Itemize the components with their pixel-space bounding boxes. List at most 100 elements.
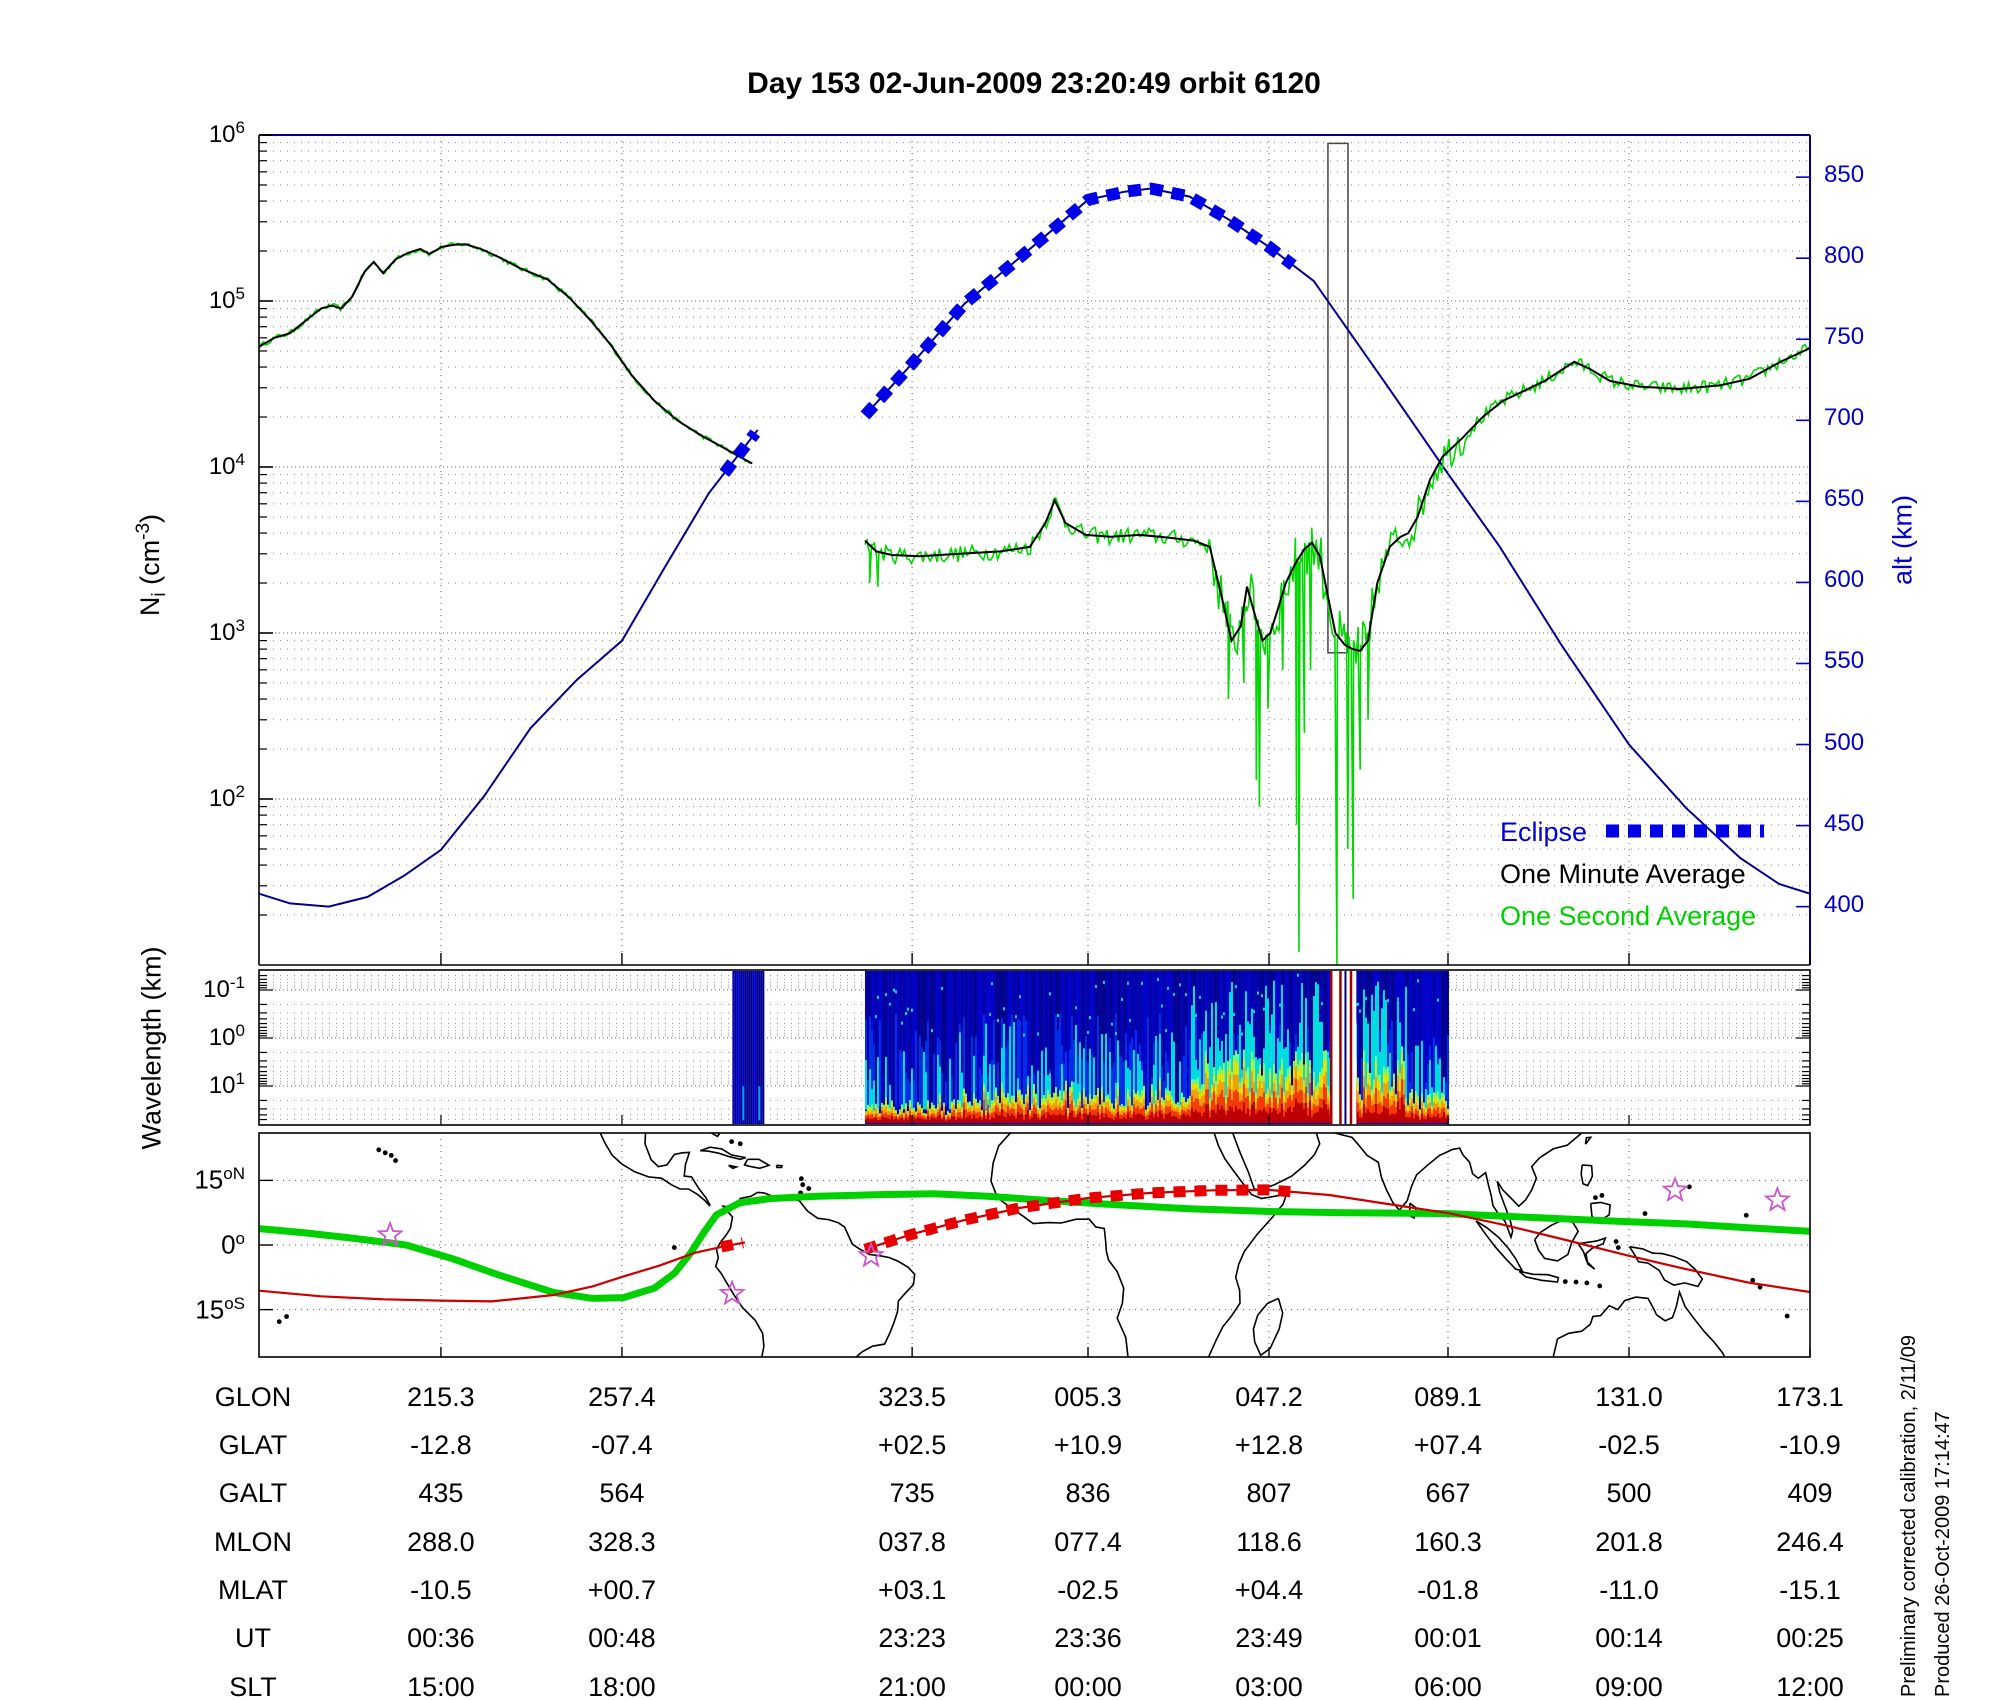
table-cell: 23:23 <box>878 1623 946 1653</box>
table-cell: -01.8 <box>1417 1575 1479 1605</box>
table-cell: +00.7 <box>587 1575 657 1605</box>
table-cell: +03.1 <box>877 1575 947 1605</box>
table-cell: 15:00 <box>407 1672 475 1700</box>
wavelength-axis-tick: 101 <box>208 1069 245 1099</box>
calibration-note: Preliminary corrected calibration, 2/11/… <box>1898 1334 1920 1697</box>
ground-station-star-icon <box>1763 1185 1792 1212</box>
density-axis-tick: 106 <box>208 118 245 148</box>
altitude-axis-tick: 600 <box>1824 566 1865 594</box>
table-cell: +04.4 <box>1234 1575 1304 1605</box>
table-row-label: MLAT <box>217 1575 289 1605</box>
table-cell: 160.3 <box>1414 1527 1482 1557</box>
density-axis-tick: 104 <box>208 450 245 480</box>
table-cell: 836 <box>1065 1478 1111 1508</box>
legend-one-minute-label: One Minute Average <box>1500 859 1746 889</box>
table-row-label: SLT <box>229 1672 277 1700</box>
table-cell: -07.4 <box>591 1430 653 1460</box>
altitude-axis-tick: 400 <box>1824 890 1865 918</box>
table-cell: 00:36 <box>407 1623 475 1653</box>
altitude-axis-tick: 800 <box>1824 242 1865 270</box>
ground-station-star-icon <box>376 1220 404 1247</box>
table-cell: 409 <box>1787 1478 1833 1508</box>
table-cell: 23:36 <box>1054 1623 1122 1653</box>
table-cell: 735 <box>889 1478 935 1508</box>
table-cell: 435 <box>418 1478 464 1508</box>
table-cell: -10.5 <box>410 1575 472 1605</box>
produced-note: Produced 26-Oct-2009 17:14:47 <box>1932 1411 1954 1697</box>
table-cell: 131.0 <box>1595 1382 1663 1412</box>
table-row-label: UT <box>235 1623 271 1653</box>
table-cell: 09:00 <box>1595 1672 1663 1700</box>
table-cell: -12.8 <box>410 1430 472 1460</box>
table-cell: 500 <box>1606 1478 1652 1508</box>
map-latitude-tick: 15oS <box>195 1293 245 1325</box>
map-latitude-tick: 15oN <box>194 1164 245 1196</box>
ground-station-star-icon <box>1661 1175 1689 1203</box>
table-cell: +10.9 <box>1053 1430 1123 1460</box>
table-cell: 12:00 <box>1776 1672 1844 1700</box>
ground-track-map-panel <box>258 1132 1811 1358</box>
table-cell: 246.4 <box>1776 1527 1844 1557</box>
density-axis-label: Ni (cm-3) <box>132 513 171 617</box>
map-latitude-tick: 0o <box>221 1229 245 1260</box>
altitude-axis-tick: 700 <box>1824 404 1865 432</box>
altitude-axis-tick: 500 <box>1824 728 1865 756</box>
table-cell: 288.0 <box>407 1527 475 1557</box>
table-cell: 005.3 <box>1054 1382 1122 1412</box>
table-cell: -11.0 <box>1599 1575 1659 1605</box>
table-cell: 173.1 <box>1776 1382 1844 1412</box>
table-row-label: MLON <box>213 1527 293 1557</box>
density-axis-tick: 105 <box>208 284 245 314</box>
ground-station-star-icon <box>718 1279 746 1306</box>
table-cell: -02.5 <box>1598 1430 1660 1460</box>
table-cell: 00:48 <box>588 1623 656 1653</box>
table-cell: 215.3 <box>407 1382 475 1412</box>
altitude-axis-tick: 550 <box>1824 647 1865 675</box>
wavelength-spectrogram-panel <box>258 969 1811 1126</box>
ground-station-star-icon <box>857 1241 885 1268</box>
legend-one-second-label: One Second Average <box>1500 901 1757 931</box>
table-cell: 03:00 <box>1235 1672 1303 1700</box>
table-cell: 037.8 <box>878 1527 946 1557</box>
table-cell: 201.8 <box>1595 1527 1663 1557</box>
table-cell: 077.4 <box>1054 1527 1122 1557</box>
wavelength-axis-tick: 100 <box>208 1021 245 1051</box>
altitude-axis-tick: 650 <box>1824 485 1865 513</box>
table-cell: -15.1 <box>1779 1575 1841 1605</box>
altitude-axis-tick: 450 <box>1824 809 1865 837</box>
table-cell: +02.5 <box>877 1430 947 1460</box>
table-cell: +07.4 <box>1413 1430 1483 1460</box>
table-cell: 667 <box>1425 1478 1471 1508</box>
altitude-axis-tick: 750 <box>1824 323 1865 351</box>
altitude-axis-label: alt (km) <box>1887 495 1918 585</box>
table-cell: 21:00 <box>878 1672 946 1700</box>
table-cell: -02.5 <box>1057 1575 1119 1605</box>
table-cell: -10.9 <box>1779 1430 1841 1460</box>
table-cell: 00:01 <box>1414 1623 1482 1653</box>
table-cell: 807 <box>1246 1478 1292 1508</box>
altitude-axis-tick: 850 <box>1824 161 1865 189</box>
table-cell: 00:14 <box>1595 1623 1663 1653</box>
table-cell: 118.6 <box>1236 1527 1302 1557</box>
density-axis-tick: 102 <box>208 782 245 812</box>
table-cell: 323.5 <box>878 1382 946 1412</box>
table-row-label: GLAT <box>218 1430 288 1460</box>
table-cell: 23:49 <box>1235 1623 1303 1653</box>
table-cell: 564 <box>599 1478 645 1508</box>
legend-eclipse-label: Eclipse <box>1500 817 1588 847</box>
table-cell: 18:00 <box>588 1672 656 1700</box>
density-altitude-panel <box>258 134 1811 966</box>
table-cell: 047.2 <box>1235 1382 1303 1412</box>
wavelength-axis-tick: 10-1 <box>203 973 245 1003</box>
table-cell: 00:00 <box>1054 1672 1122 1700</box>
density-axis-tick: 103 <box>208 616 245 646</box>
table-cell: 328.3 <box>588 1527 656 1557</box>
page-title: Day 153 02-Jun-2009 23:20:49 orbit 6120 <box>747 67 1321 100</box>
table-row-label: GALT <box>218 1478 288 1508</box>
table-cell: 089.1 <box>1414 1382 1482 1412</box>
table-row-label: GLON <box>214 1382 292 1412</box>
table-cell: +12.8 <box>1234 1430 1304 1460</box>
table-cell: 257.4 <box>588 1382 656 1412</box>
